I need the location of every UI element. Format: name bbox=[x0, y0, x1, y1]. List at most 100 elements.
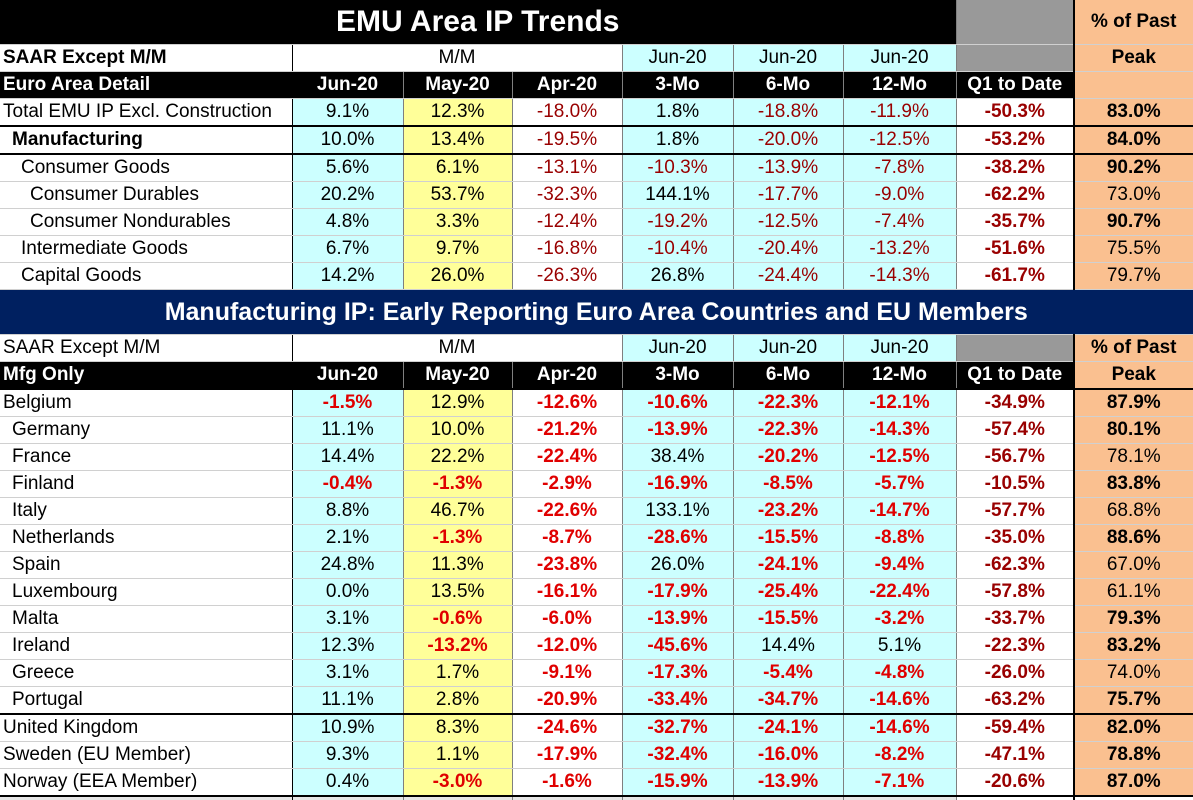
value-cell[interactable]: 14.4% bbox=[292, 443, 404, 471]
value-cell[interactable]: -3.0% bbox=[403, 768, 513, 797]
peak-cell[interactable]: 83.8% bbox=[1073, 470, 1193, 498]
value-cell[interactable]: -24.1% bbox=[733, 713, 844, 742]
mm-header[interactable]: M/M bbox=[292, 44, 623, 72]
peak-cell[interactable]: 74.0% bbox=[1073, 659, 1193, 687]
value-cell[interactable]: -6.0% bbox=[512, 605, 623, 633]
value-cell[interactable]: -26.3% bbox=[512, 262, 623, 290]
peak-header-line2[interactable]: Peak bbox=[1073, 361, 1193, 390]
value-cell[interactable]: -1.5% bbox=[292, 388, 404, 417]
value-cell[interactable]: -19.2% bbox=[622, 208, 734, 236]
value-cell[interactable]: -12.4% bbox=[512, 208, 623, 236]
peak-cell[interactable]: 75.7% bbox=[1073, 686, 1193, 715]
value-cell[interactable]: 0.4% bbox=[292, 768, 404, 797]
value-cell[interactable]: -4.8% bbox=[843, 659, 957, 687]
row-label[interactable]: Finland bbox=[0, 470, 293, 498]
value-cell[interactable]: -12.6% bbox=[512, 388, 623, 417]
peak-blank[interactable] bbox=[1073, 71, 1193, 99]
header-blank-gray[interactable] bbox=[956, 334, 1075, 362]
peak-cell[interactable]: 79.3% bbox=[1073, 605, 1193, 633]
c12-header[interactable]: Jun-20 bbox=[843, 334, 957, 362]
value-cell[interactable]: 1.8% bbox=[622, 125, 734, 155]
peak-header-line2[interactable]: Peak bbox=[1073, 44, 1193, 72]
value-cell[interactable]: 3.3% bbox=[403, 208, 513, 236]
value-cell[interactable]: -57.7% bbox=[956, 497, 1075, 525]
value-cell[interactable]: -21.2% bbox=[512, 416, 623, 444]
value-cell[interactable]: 144.1% bbox=[622, 181, 734, 209]
row-label[interactable]: Germany bbox=[0, 416, 293, 444]
value-cell[interactable]: 26.0% bbox=[622, 551, 734, 579]
value-cell[interactable]: 8.8% bbox=[292, 497, 404, 525]
value-cell[interactable]: -15.5% bbox=[733, 605, 844, 633]
peak-cell[interactable]: 75.5% bbox=[1073, 235, 1193, 263]
peak-cell[interactable]: 90.7% bbox=[1073, 208, 1193, 236]
value-cell[interactable]: 14.4% bbox=[733, 632, 844, 660]
value-cell[interactable]: 2.8% bbox=[403, 686, 513, 715]
value-cell[interactable]: -14.3% bbox=[843, 416, 957, 444]
value-cell[interactable]: -19.5% bbox=[512, 125, 623, 155]
value-cell[interactable]: -8.8% bbox=[843, 524, 957, 552]
value-cell[interactable]: 11.3% bbox=[403, 551, 513, 579]
value-cell[interactable]: -17.9% bbox=[512, 741, 623, 769]
column-header[interactable]: Jun-20 bbox=[292, 71, 404, 99]
value-cell[interactable]: -33.4% bbox=[622, 686, 734, 715]
value-cell[interactable]: -20.0% bbox=[733, 125, 844, 155]
value-cell[interactable]: 12.3% bbox=[292, 632, 404, 660]
value-cell[interactable]: -9.4% bbox=[843, 551, 957, 579]
value-cell[interactable]: -32.3% bbox=[512, 181, 623, 209]
peak-cell[interactable]: 88.6% bbox=[1073, 524, 1193, 552]
value-cell[interactable]: 10.0% bbox=[403, 416, 513, 444]
value-cell[interactable]: -14.7% bbox=[843, 497, 957, 525]
row-label[interactable]: EMU-Median bbox=[0, 795, 293, 800]
value-cell[interactable]: -12.5% bbox=[733, 208, 844, 236]
value-cell[interactable]: -22.3% bbox=[733, 416, 844, 444]
column-header[interactable]: 6-Mo bbox=[733, 361, 844, 390]
peak-cell[interactable]: 79.7% bbox=[1073, 262, 1193, 290]
value-cell[interactable]: -32.7% bbox=[622, 713, 734, 742]
row-label[interactable]: Norway (EEA Member) bbox=[0, 768, 293, 797]
column-header[interactable]: May-20 bbox=[403, 361, 513, 390]
value-cell[interactable]: 9.1% bbox=[292, 98, 404, 127]
value-cell[interactable]: -17.7% bbox=[733, 181, 844, 209]
value-cell[interactable]: -13.9% bbox=[622, 416, 734, 444]
value-cell[interactable]: -9.0% bbox=[843, 181, 957, 209]
value-cell[interactable]: -7.1% bbox=[843, 768, 957, 797]
row-label[interactable]: Malta bbox=[0, 605, 293, 633]
column-header[interactable]: Q1 to Date bbox=[956, 361, 1075, 390]
value-cell[interactable]: -18.8% bbox=[733, 98, 844, 127]
row-label[interactable]: Total EMU IP Excl. Construction bbox=[0, 98, 293, 127]
value-cell[interactable]: 12.3% bbox=[403, 98, 513, 127]
column-header[interactable]: Jun-20 bbox=[292, 361, 404, 390]
value-cell[interactable]: -20.6% bbox=[956, 768, 1075, 797]
value-cell[interactable]: 53.7% bbox=[403, 181, 513, 209]
value-cell[interactable]: -24.4% bbox=[733, 262, 844, 290]
peak-cell[interactable]: 84.0% bbox=[1073, 125, 1193, 155]
value-cell[interactable]: -15.9% bbox=[622, 768, 734, 797]
value-cell[interactable]: -62.3% bbox=[956, 551, 1075, 579]
column-header[interactable]: 3-Mo bbox=[622, 361, 734, 390]
peak-cell[interactable]: 78.8% bbox=[1073, 741, 1193, 769]
peak-cell[interactable]: 78.1% bbox=[1073, 443, 1193, 471]
value-cell[interactable]: -14.6% bbox=[843, 686, 957, 715]
value-cell[interactable]: 133.1% bbox=[622, 497, 734, 525]
value-cell[interactable]: -14.6% bbox=[843, 713, 957, 742]
peak-cell[interactable]: 80.1% bbox=[1073, 416, 1193, 444]
header-label[interactable]: SAAR Except M/M bbox=[0, 334, 293, 362]
value-cell[interactable]: 6.7% bbox=[292, 235, 404, 263]
value-cell[interactable]: 2.1% bbox=[292, 524, 404, 552]
value-cell[interactable]: -5.7% bbox=[843, 470, 957, 498]
value-cell[interactable]: 22.2% bbox=[403, 443, 513, 471]
peak-cell[interactable]: 90.2% bbox=[1073, 153, 1193, 182]
value-cell[interactable]: -35.0% bbox=[956, 524, 1075, 552]
value-cell[interactable]: 3.1% bbox=[292, 659, 404, 687]
peak-header-line1[interactable]: % of Past bbox=[1073, 334, 1193, 362]
value-cell[interactable]: -22.6% bbox=[512, 497, 623, 525]
header-blank-gray[interactable] bbox=[956, 44, 1075, 72]
value-cell[interactable]: -5.4% bbox=[733, 659, 844, 687]
value-cell[interactable]: -20.2% bbox=[733, 795, 844, 800]
value-cell[interactable]: 10.9% bbox=[292, 713, 404, 742]
column-header[interactable]: 12-Mo bbox=[843, 71, 957, 99]
row-label[interactable]: Italy bbox=[0, 497, 293, 525]
value-cell[interactable]: -22.4% bbox=[843, 578, 957, 606]
value-cell[interactable]: 26.0% bbox=[403, 262, 513, 290]
value-cell[interactable]: -10.6% bbox=[622, 388, 734, 417]
